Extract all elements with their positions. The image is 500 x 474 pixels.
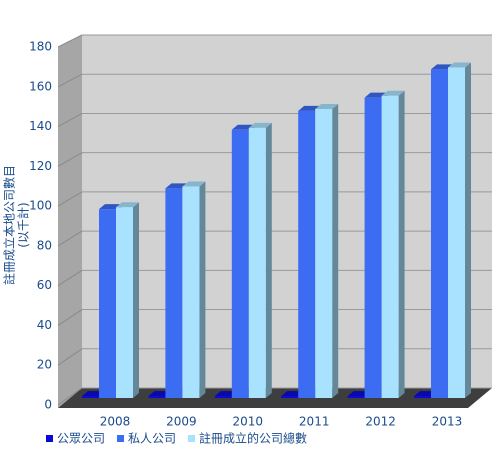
legend-label: 私人公司 (128, 432, 176, 446)
bar (315, 104, 339, 398)
bar-face (347, 396, 365, 398)
x-tick-label: 2010 (233, 415, 264, 429)
x-tick-label: 2009 (166, 415, 197, 429)
bar-face (315, 104, 339, 109)
bar-face (199, 181, 206, 398)
bar-face (332, 104, 339, 398)
bar-face (381, 90, 405, 96)
grid-line (57, 113, 83, 127)
y-tick-label: 60 (37, 278, 52, 292)
bar-face (364, 97, 382, 399)
bar-face (165, 188, 183, 398)
bar (448, 62, 471, 398)
bar (182, 181, 206, 398)
y-tick-label: 20 (37, 358, 52, 372)
bar-face (116, 207, 133, 398)
bar-face (448, 62, 471, 68)
bar-face (182, 181, 206, 187)
bar-face (82, 396, 99, 398)
bar-face (148, 396, 166, 398)
bar-face (448, 67, 465, 398)
bar-face (465, 62, 471, 398)
grid-line (57, 387, 83, 406)
y-tick-label: 40 (37, 318, 52, 332)
legend-swatch (188, 435, 196, 442)
bar-face (381, 95, 399, 399)
legend-label: 公眾公司 (57, 432, 105, 446)
side-wall (58, 35, 82, 408)
grid-line (57, 348, 83, 366)
grid-line (57, 73, 83, 88)
bar-face (298, 110, 316, 398)
bar-face (133, 202, 139, 398)
bar (381, 90, 405, 399)
grid-line (57, 230, 83, 247)
bar-face (214, 396, 232, 398)
bar-face (116, 202, 139, 208)
x-tick-label: 2011 (299, 415, 330, 429)
y-tick-label: 160 (29, 79, 52, 93)
bar (248, 122, 272, 398)
y-tick-label: 0 (44, 398, 52, 412)
grid-line (57, 309, 83, 326)
bar-face (231, 129, 249, 398)
bar-face (248, 122, 272, 128)
grid-line (57, 152, 83, 167)
bar-face (398, 90, 405, 399)
y-tick-label: 180 (29, 40, 52, 54)
bar-face (281, 396, 299, 398)
y-tick-label: 80 (37, 238, 52, 252)
x-tick-label: 2013 (432, 415, 463, 429)
x-tick-label: 2008 (100, 415, 131, 429)
bar-face (315, 109, 333, 398)
y-tick-label: 120 (29, 159, 52, 173)
bar-face (99, 209, 116, 398)
y-tick-label: 140 (29, 119, 52, 133)
y-title: 註冊成立本地公司數目 (2, 165, 17, 285)
y-tick-label: 100 (29, 199, 52, 213)
legend-swatch (46, 435, 53, 442)
bar-face (265, 122, 272, 398)
legend-label: 註冊成立的公司總數 (199, 431, 307, 446)
bar-face (414, 396, 431, 398)
legend-swatch (117, 435, 125, 442)
bar-face (182, 186, 200, 398)
bar-face (248, 127, 266, 398)
bar (116, 202, 139, 398)
x-tick-label: 2012 (365, 415, 396, 429)
back-wall (82, 35, 492, 388)
grid-line (57, 191, 83, 207)
y-title: (以千計) (16, 202, 31, 247)
grid-line (57, 269, 83, 287)
grid-line (57, 34, 83, 48)
bar-face (431, 69, 448, 398)
